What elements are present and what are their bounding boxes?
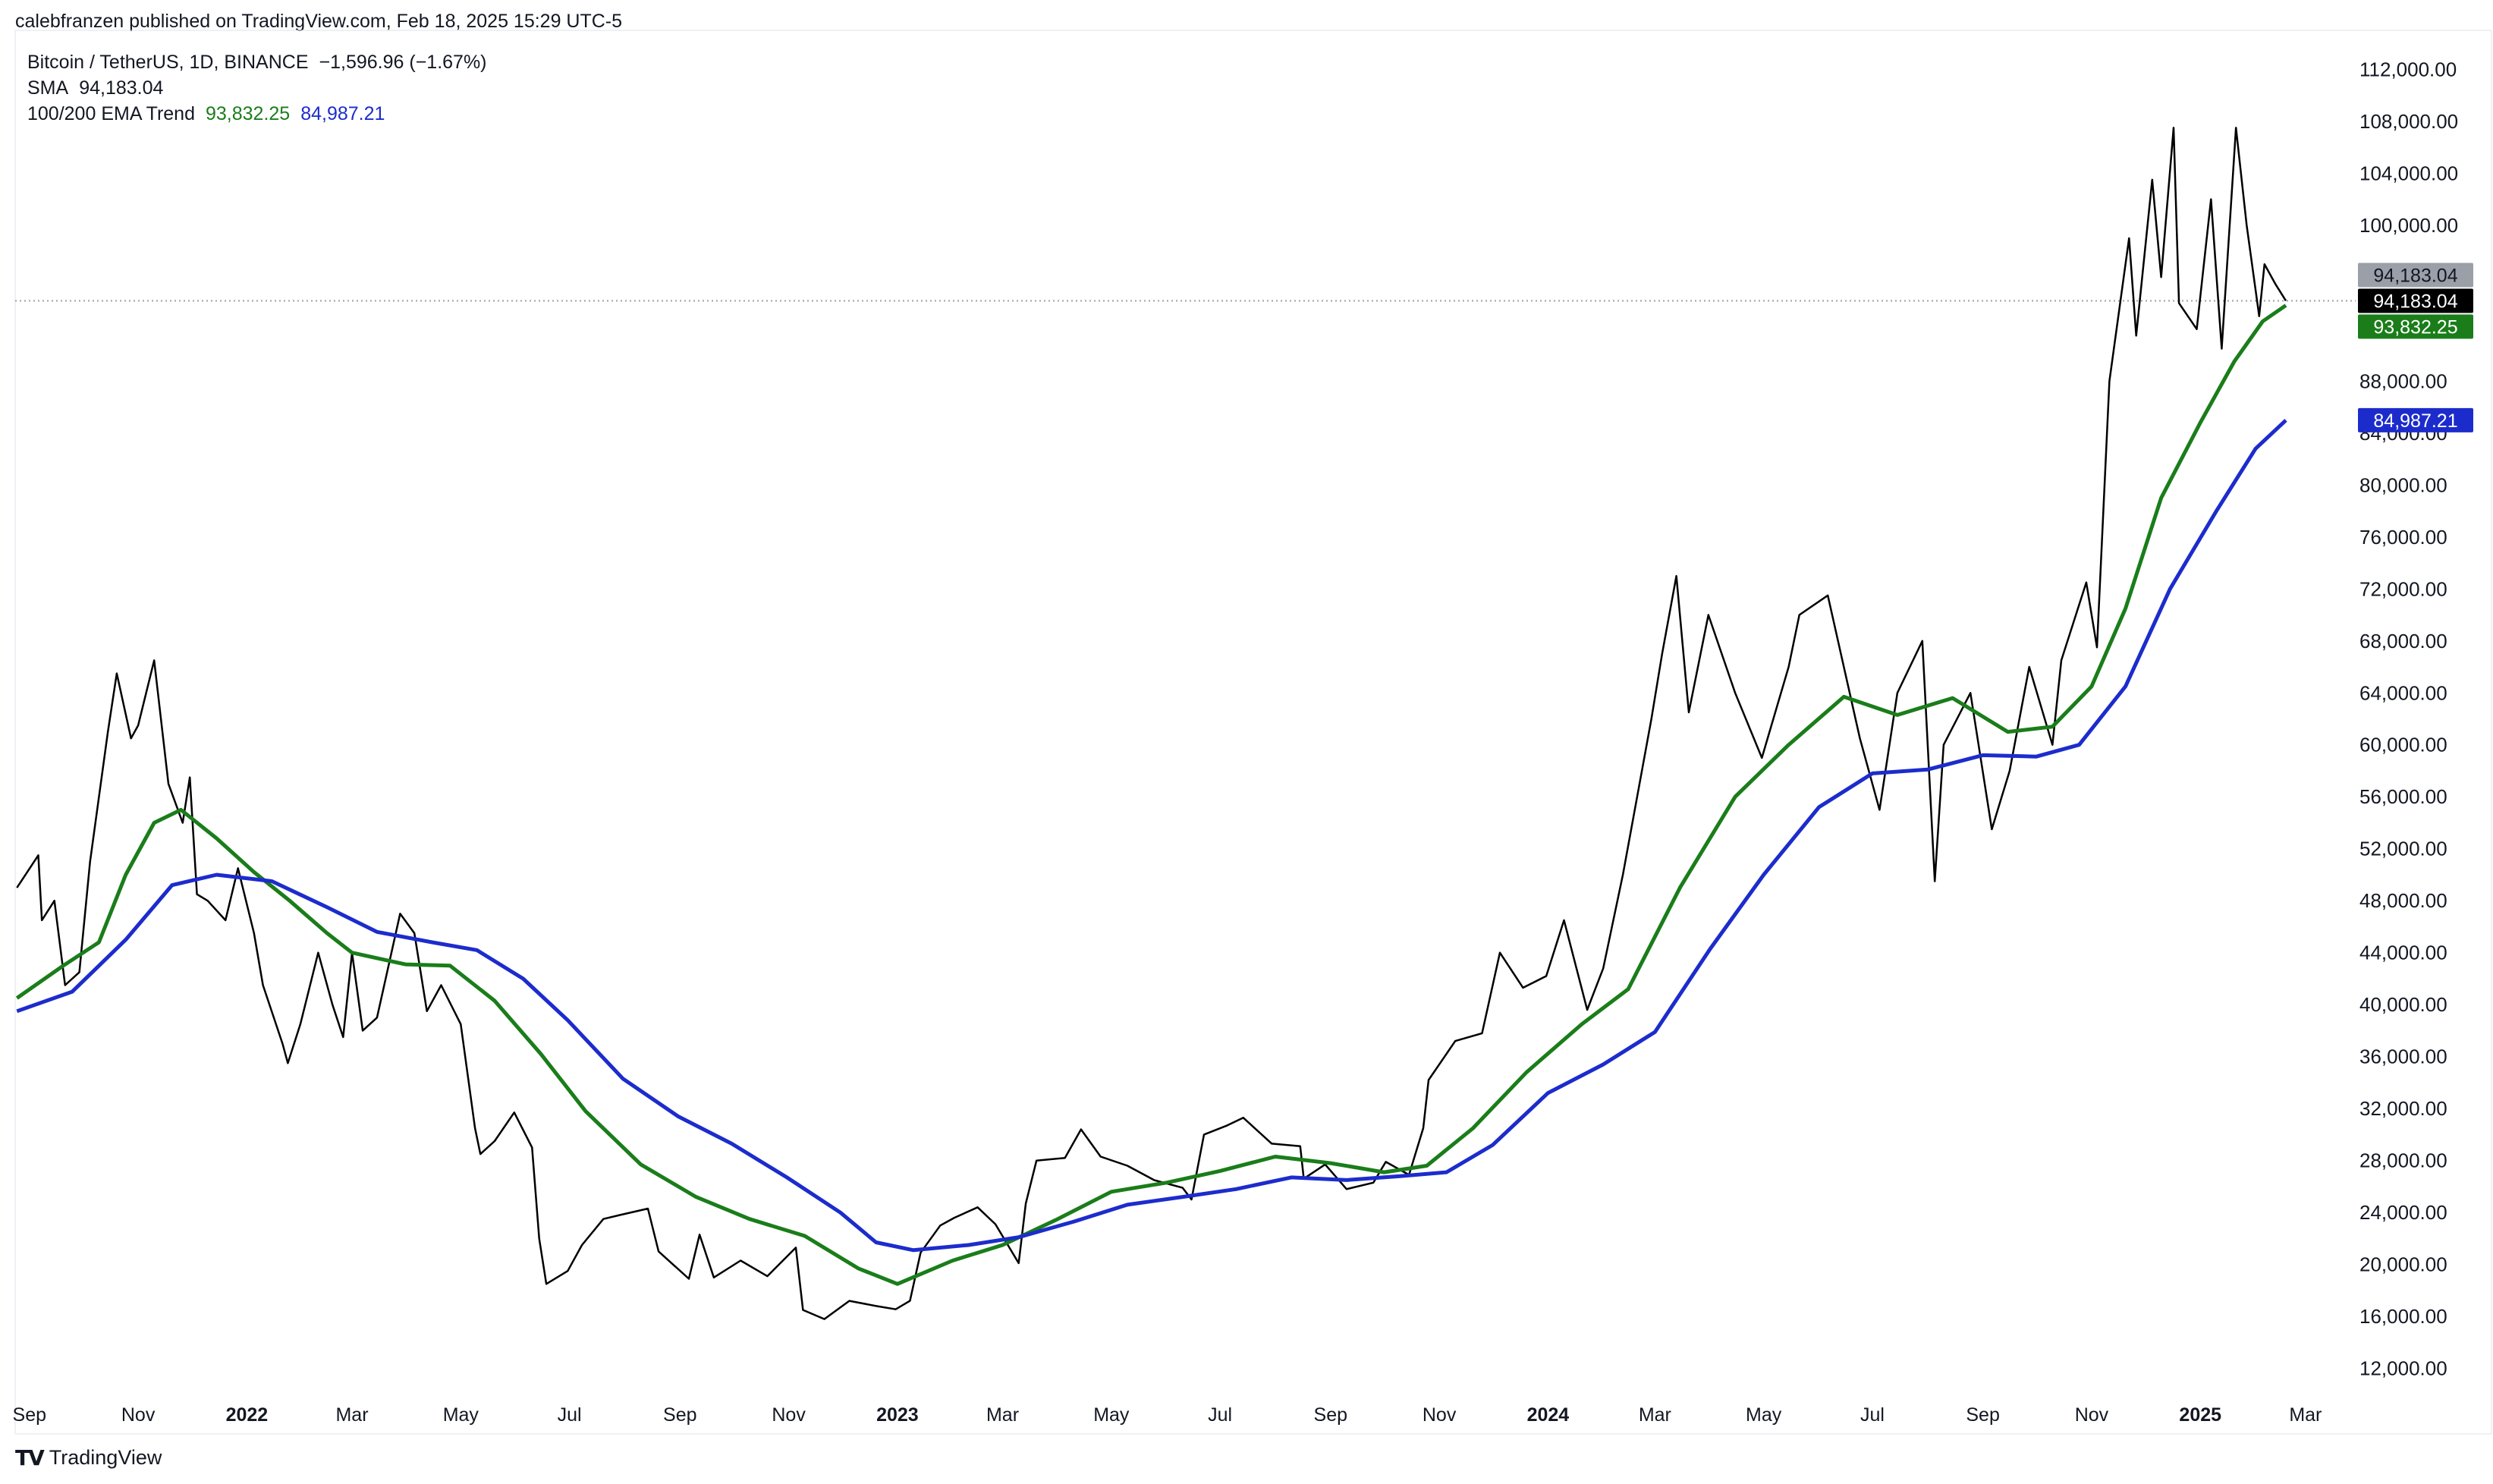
ema200-price-tag-text: 84,987.21 — [2373, 410, 2457, 432]
x-tick-label: Nov — [1423, 1404, 1457, 1426]
x-tick-label: May — [1093, 1404, 1130, 1426]
x-tick-label: Mar — [2289, 1404, 2322, 1426]
y-tick-label: 68,000.00 — [2359, 630, 2447, 652]
sma-price-tag-text: 94,183.04 — [2373, 265, 2457, 286]
tradingview-logo-icon: 𝗧𝗩 — [15, 1446, 45, 1470]
y-tick-label: 88,000.00 — [2359, 369, 2447, 392]
x-tick-label: 2024 — [1527, 1404, 1570, 1426]
x-tick-label: Jul — [558, 1404, 582, 1426]
x-tick-label: Jul — [1208, 1404, 1232, 1426]
x-tick-label: Mar — [335, 1404, 368, 1426]
y-tick-label: 20,000.00 — [2359, 1253, 2447, 1276]
price-tags: 94,183.04 94,183.04 93,832.25 84,987.21 — [2358, 263, 2473, 432]
ema100-line — [15, 303, 2287, 1286]
last-price-tag-bg — [2358, 288, 2473, 313]
published-by-line: calebfranzen published on TradingView.co… — [15, 11, 623, 32]
legend-ema-label: 100/200 EMA Trend — [27, 103, 195, 124]
y-tick-label: 12,000.00 — [2359, 1357, 2447, 1380]
y-tick-label: 48,000.00 — [2359, 889, 2447, 912]
y-tick-label: 52,000.00 — [2359, 838, 2447, 860]
legend-symbol-row: Bitcoin / TetherUS, 1D, BINANCE −1,596.96… — [27, 52, 498, 74]
y-tick-label: 108,000.00 — [2359, 110, 2458, 133]
y-tick-label: 72,000.00 — [2359, 577, 2447, 600]
y-tick-label: 44,000.00 — [2359, 942, 2447, 964]
ema100-price-tag: 93,832.25 — [2358, 314, 2473, 339]
y-tick-label: 16,000.00 — [2359, 1305, 2447, 1328]
y-tick-label: 76,000.00 — [2359, 526, 2447, 549]
y-tick-label: 36,000.00 — [2359, 1045, 2447, 1068]
legend-change: −1,596.96 (−1.67%) — [319, 52, 487, 73]
last-price-tag: 94,183.04 — [2358, 288, 2473, 313]
x-tick-label: Sep — [663, 1404, 696, 1426]
price-axis[interactable]: 112,000.00 108,000.00 104,000.00 100,000.00… — [2359, 58, 2458, 1379]
legend-sma-value: 94,183.04 — [79, 77, 164, 99]
x-tick-label: Mar — [1639, 1404, 1671, 1426]
legend-symbol: Bitcoin / TetherUS, 1D, BINANCE — [27, 52, 309, 73]
series-layer — [15, 127, 2287, 1320]
tradingview-brand: TradingView — [49, 1446, 162, 1469]
x-tick-label: May — [1746, 1404, 1782, 1426]
y-tick-label: 80,000.00 — [2359, 473, 2447, 496]
y-tick-label: 40,000.00 — [2359, 993, 2447, 1016]
last-price-tag-text: 94,183.04 — [2373, 291, 2457, 312]
y-tick-label: 24,000.00 — [2359, 1201, 2447, 1224]
legend-sma-label: SMA — [27, 77, 69, 99]
ema200-price-tag-bg — [2358, 407, 2473, 432]
y-tick-label: 104,000.00 — [2359, 162, 2458, 184]
y-tick-label: 64,000.00 — [2359, 681, 2447, 704]
y-tick-label: 56,000.00 — [2359, 785, 2447, 808]
y-tick-label: 112,000.00 — [2359, 58, 2457, 80]
sma-price-tag-bg — [2358, 263, 2473, 288]
ema200-price-tag: 84,987.21 — [2358, 407, 2473, 432]
sma-price-tag: 94,183.04 — [2358, 263, 2473, 288]
y-tick-label: 32,000.00 — [2359, 1097, 2447, 1120]
ema100-price-tag-text: 93,832.25 — [2373, 316, 2457, 338]
y-tick-label: 60,000.00 — [2359, 734, 2447, 756]
ema200-line — [16, 419, 2287, 1253]
legend-ema200-value: 84,987.21 — [300, 103, 385, 124]
legend-sma-row: SMA 94,183.04 — [27, 77, 174, 99]
x-tick-label: Nov — [121, 1404, 156, 1426]
x-tick-label: 2023 — [876, 1404, 919, 1426]
y-tick-label: 28,000.00 — [2359, 1149, 2447, 1172]
time-axis[interactable]: Sep Nov 2022 Mar May Jul Sep Nov 2023 Mar May Jul Se… — [13, 1404, 2322, 1426]
y-tick-label: 100,000.00 — [2359, 214, 2458, 237]
x-tick-label: 2025 — [2179, 1404, 2221, 1426]
x-tick-label: Nov — [772, 1404, 806, 1426]
chart-frame — [14, 30, 2492, 1435]
x-tick-label: Sep — [1966, 1404, 1999, 1426]
x-tick-label: Jul — [1860, 1404, 1885, 1426]
x-tick-label: Nov — [2075, 1404, 2109, 1426]
tradingview-footer[interactable]: 𝗧𝗩 TradingView — [15, 1445, 162, 1470]
x-tick-label: Sep — [1314, 1404, 1347, 1426]
legend-ema100-value: 93,832.25 — [205, 103, 291, 124]
x-tick-label: 2022 — [226, 1404, 269, 1426]
x-tick-label: Mar — [986, 1404, 1019, 1426]
ema100-price-tag-bg — [2358, 314, 2473, 339]
price-series-line — [16, 127, 2287, 1320]
legend-ema-row: 100/200 EMA Trend 93,832.25 84,987.21 — [27, 103, 395, 125]
x-tick-label: May — [443, 1404, 479, 1426]
x-tick-label: Sep — [13, 1404, 46, 1426]
